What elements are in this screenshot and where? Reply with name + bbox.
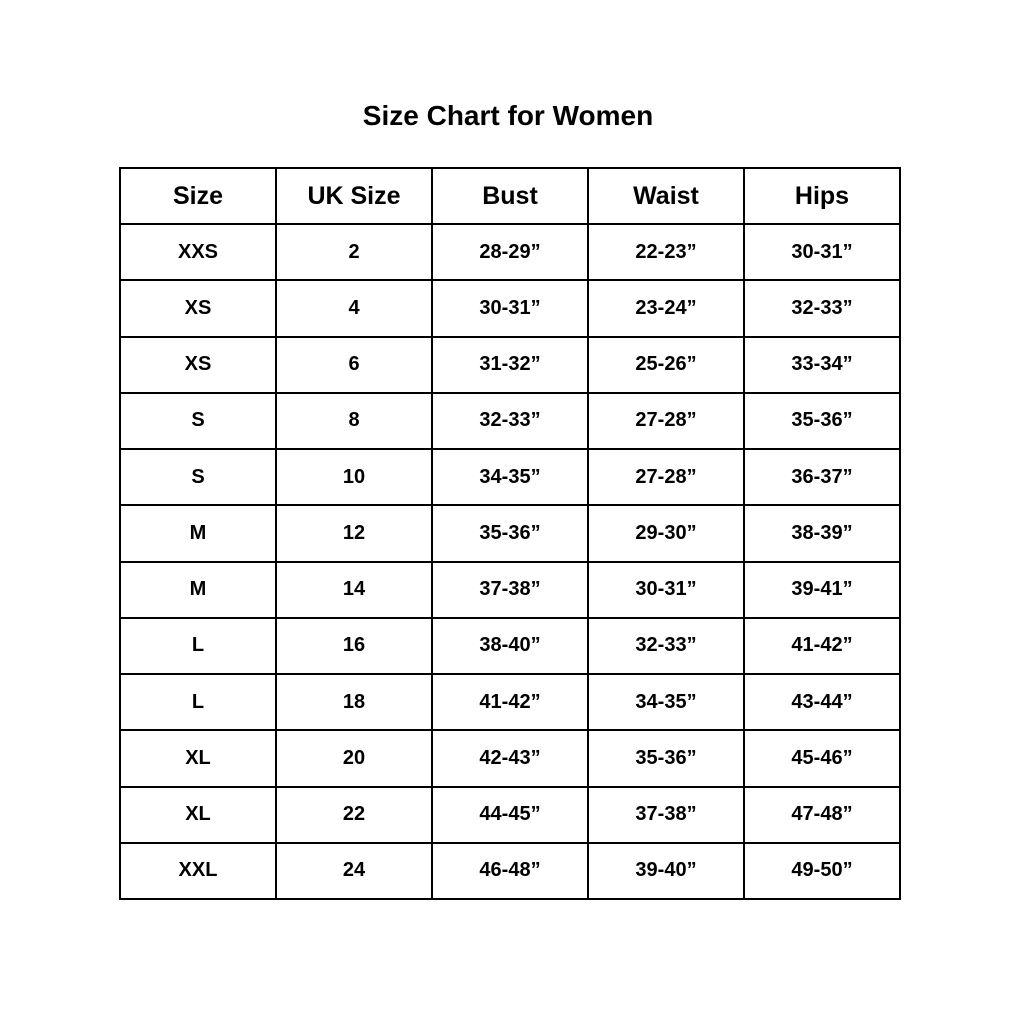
table-row: M 14 37-38” 30-31” 39-41”	[119, 560, 901, 619]
column-header-size: Size	[119, 167, 277, 225]
cell-bust: 46-48”	[431, 841, 589, 901]
page-title: Size Chart for Women	[362, 100, 654, 131]
cell-waist: 39-40”	[587, 841, 745, 901]
cell-uk-size: 22	[275, 785, 433, 844]
cell-waist: 37-38”	[587, 785, 745, 844]
table-row: S 8 32-33” 27-28” 35-36”	[119, 391, 901, 451]
table-row: XS 6 31-32” 25-26” 33-34”	[119, 335, 901, 394]
cell-waist: 25-26”	[587, 335, 745, 394]
table-row: M 12 35-36” 29-30” 38-39”	[119, 504, 901, 563]
cell-hips: 35-36”	[743, 391, 901, 451]
table-row: XL 22 44-45” 37-38” 47-48”	[119, 785, 901, 844]
cell-uk-size: 12	[275, 504, 433, 563]
cell-size: L	[119, 672, 277, 732]
cell-bust: 32-33”	[431, 391, 589, 451]
cell-hips: 38-39”	[743, 504, 901, 563]
cell-bust: 38-40”	[431, 616, 589, 676]
cell-uk-size: 24	[275, 841, 433, 901]
cell-bust: 34-35”	[431, 447, 589, 507]
cell-uk-size: 18	[275, 672, 433, 732]
table-body: XXS 2 28-29” 22-23” 30-31” XS 4 30-31” 23-24” 32-…	[119, 222, 901, 901]
table-row: S 10 34-35” 27-28” 36-37”	[119, 447, 901, 507]
table-row: XXL 24 46-48” 39-40” 49-50”	[119, 841, 901, 901]
cell-hips: 36-37”	[743, 447, 901, 507]
cell-waist: 23-24”	[587, 279, 745, 338]
cell-uk-size: 14	[275, 560, 433, 619]
cell-waist: 29-30”	[587, 504, 745, 563]
cell-bust: 35-36”	[431, 504, 589, 563]
table-row: L 16 38-40” 32-33” 41-42”	[119, 616, 901, 676]
cell-bust: 28-29”	[431, 222, 589, 282]
cell-hips: 43-44”	[743, 672, 901, 732]
cell-uk-size: 16	[275, 616, 433, 676]
column-header-waist: Waist	[587, 167, 745, 225]
cell-hips: 45-46”	[743, 729, 901, 788]
cell-waist: 27-28”	[587, 447, 745, 507]
column-header-bust: Bust	[431, 167, 589, 225]
cell-uk-size: 4	[275, 279, 433, 338]
cell-size: XXS	[119, 222, 277, 282]
cell-bust: 42-43”	[431, 729, 589, 788]
cell-hips: 41-42”	[743, 616, 901, 676]
cell-waist: 22-23”	[587, 222, 745, 282]
column-header-hips: Hips	[743, 167, 901, 225]
cell-size: XXL	[119, 841, 277, 901]
cell-hips: 39-41”	[743, 560, 901, 619]
table-row: XXS 2 28-29” 22-23” 30-31”	[119, 222, 901, 282]
cell-bust: 30-31”	[431, 279, 589, 338]
size-chart-table: Size UK Size Bust Waist Hips XXS 2 28-29” 22-23…	[119, 167, 901, 901]
cell-uk-size: 2	[275, 222, 433, 282]
table-header-row: Size UK Size Bust Waist Hips	[119, 167, 901, 225]
cell-waist: 34-35”	[587, 672, 745, 732]
cell-size: S	[119, 447, 277, 507]
cell-uk-size: 6	[275, 335, 433, 394]
cell-hips: 33-34”	[743, 335, 901, 394]
cell-size: S	[119, 391, 277, 451]
cell-bust: 41-42”	[431, 672, 589, 732]
cell-bust: 37-38”	[431, 560, 589, 619]
cell-size: XL	[119, 785, 277, 844]
cell-uk-size: 10	[275, 447, 433, 507]
cell-bust: 44-45”	[431, 785, 589, 844]
cell-size: M	[119, 560, 277, 619]
cell-waist: 27-28”	[587, 391, 745, 451]
cell-hips: 32-33”	[743, 279, 901, 338]
cell-waist: 32-33”	[587, 616, 745, 676]
table-row: XL 20 42-43” 35-36” 45-46”	[119, 729, 901, 788]
cell-size: M	[119, 504, 277, 563]
table-row: XS 4 30-31” 23-24” 32-33”	[119, 279, 901, 338]
column-header-uk-size: UK Size	[275, 167, 433, 225]
cell-waist: 30-31”	[587, 560, 745, 619]
cell-hips: 30-31”	[743, 222, 901, 282]
cell-uk-size: 8	[275, 391, 433, 451]
cell-waist: 35-36”	[587, 729, 745, 788]
cell-hips: 49-50”	[743, 841, 901, 901]
cell-bust: 31-32”	[431, 335, 589, 394]
cell-uk-size: 20	[275, 729, 433, 788]
cell-size: L	[119, 616, 277, 676]
cell-hips: 47-48”	[743, 785, 901, 844]
table-row: L 18 41-42” 34-35” 43-44”	[119, 672, 901, 732]
cell-size: XS	[119, 335, 277, 394]
cell-size: XS	[119, 279, 277, 338]
cell-size: XL	[119, 729, 277, 788]
